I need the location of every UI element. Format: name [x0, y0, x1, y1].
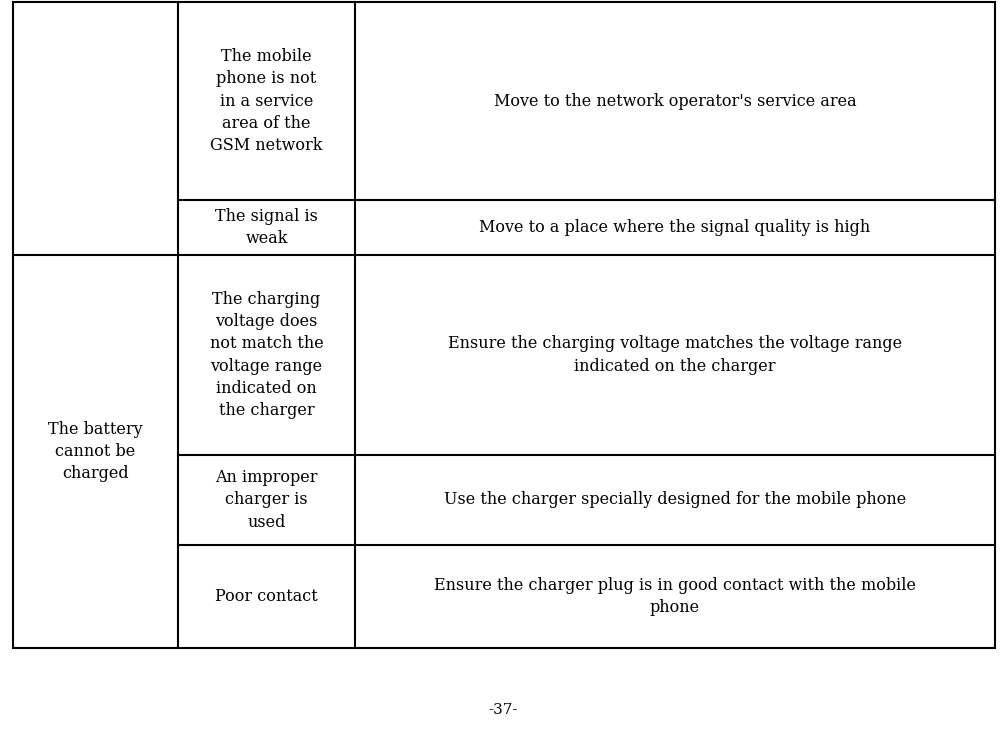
Text: The mobile
phone is not
in a service
area of the
GSM network: The mobile phone is not in a service are…	[210, 48, 323, 154]
Text: Use the charger specially designed for the mobile phone: Use the charger specially designed for t…	[444, 491, 906, 508]
Text: An improper
charger is
used: An improper charger is used	[215, 469, 318, 531]
Text: Ensure the charger plug is in good contact with the mobile
phone: Ensure the charger plug is in good conta…	[434, 577, 916, 616]
Text: -37-: -37-	[488, 703, 519, 717]
Text: The charging
voltage does
not match the
voltage range
indicated on
the charger: The charging voltage does not match the …	[209, 291, 323, 419]
Text: Ensure the charging voltage matches the voltage range
indicated on the charger: Ensure the charging voltage matches the …	[448, 336, 902, 375]
Text: The signal is
weak: The signal is weak	[215, 208, 318, 247]
Text: Move to the network operator's service area: Move to the network operator's service a…	[493, 92, 856, 109]
Text: Poor contact: Poor contact	[215, 588, 318, 605]
Text: The battery
cannot be
charged: The battery cannot be charged	[48, 420, 143, 483]
Bar	[13, 2, 995, 648]
Text: Move to a place where the signal quality is high: Move to a place where the signal quality…	[479, 219, 871, 236]
